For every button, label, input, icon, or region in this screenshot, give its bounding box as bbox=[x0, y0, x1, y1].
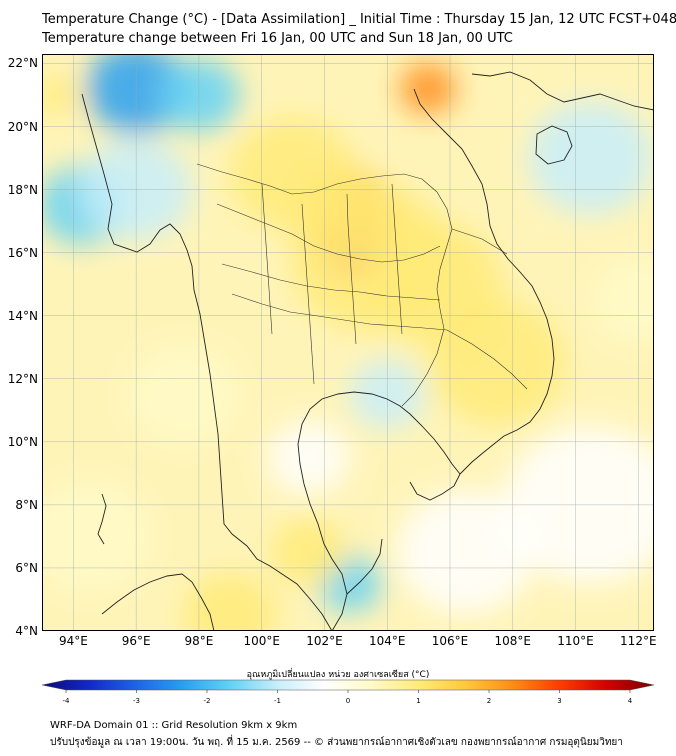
lon-label: 94°E bbox=[58, 634, 88, 648]
field-blob bbox=[230, 117, 356, 231]
field-blob bbox=[428, 300, 567, 426]
field-blob bbox=[528, 101, 654, 215]
coastline-myanmar-west bbox=[81, 93, 333, 631]
colorbar-tick-label: 3 bbox=[557, 697, 562, 705]
lon-label: 110°E bbox=[557, 634, 594, 648]
coastline-andaman bbox=[97, 493, 107, 545]
province-borders bbox=[196, 163, 528, 407]
coastlines bbox=[81, 71, 654, 631]
field-blob bbox=[396, 490, 535, 615]
lon-label: 108°E bbox=[494, 634, 532, 648]
colorbar-title: อุณหภูมิเปลี่ยนแปลง หน่วย องศาเซลเซียส (… bbox=[246, 670, 430, 680]
colorbar-tick-label: -4 bbox=[62, 697, 70, 705]
field-blob bbox=[183, 572, 278, 631]
coastline-china-south bbox=[471, 71, 654, 111]
coastline-mekong-delta bbox=[409, 473, 461, 501]
lon-label: 106°E bbox=[431, 634, 469, 648]
lat-label: 12°N bbox=[7, 371, 38, 386]
lat-label: 10°N bbox=[7, 434, 38, 449]
lat-label: 14°N bbox=[7, 308, 38, 323]
lat-label: 18°N bbox=[7, 182, 38, 197]
colorbar-tick-label: -2 bbox=[203, 697, 211, 705]
coastline-hainan bbox=[535, 125, 573, 165]
lat-label: 16°N bbox=[7, 245, 38, 260]
colorbar-tick-label: 1 bbox=[416, 697, 421, 705]
field-blob bbox=[399, 63, 457, 115]
colorbar-tick-label: 2 bbox=[486, 697, 492, 705]
field-blob bbox=[42, 479, 152, 593]
colorbar-bar bbox=[41, 679, 655, 691]
lat-label: 6°N bbox=[15, 560, 38, 575]
field-blob bbox=[267, 420, 350, 495]
field-blob bbox=[42, 75, 80, 115]
lat-label: 20°N bbox=[7, 119, 38, 134]
map-area[interactable] bbox=[42, 54, 654, 631]
lat-label: 4°N bbox=[15, 624, 38, 638]
footer-model-info: WRF-DA Domain 01 :: Grid Resolution 9km … bbox=[50, 720, 298, 731]
lat-label: 8°N bbox=[15, 497, 38, 512]
lon-label: 104°E bbox=[368, 634, 406, 648]
colorbar-tick-label: -1 bbox=[274, 697, 281, 705]
coastline-gulf-thailand bbox=[297, 391, 461, 631]
lon-label: 98°E bbox=[184, 634, 214, 648]
lon-label: 102°E bbox=[306, 634, 343, 648]
lat-lon-gridlines bbox=[42, 54, 654, 631]
colorbar-tick-label: 4 bbox=[627, 697, 633, 705]
colorbar bbox=[41, 679, 655, 693]
lon-label: 96°E bbox=[121, 634, 151, 648]
lon-label: 100°E bbox=[243, 634, 280, 648]
field-blob bbox=[126, 343, 240, 446]
map-title: Temperature Change (°C) - [Data Assimila… bbox=[42, 12, 676, 27]
coastline-sumatra bbox=[101, 573, 215, 631]
temperature-map bbox=[42, 54, 654, 631]
field-blob bbox=[271, 518, 347, 587]
colorbar-tick-marks bbox=[65, 690, 631, 693]
lon-label: 112°E bbox=[620, 634, 657, 648]
map-frame bbox=[42, 54, 654, 631]
footer-credit: ปรับปรุงข้อมูล ณ เวลา 19:00น. วัน พฤ. ที… bbox=[50, 737, 623, 748]
colorbar-tick-label: -3 bbox=[133, 697, 140, 705]
colorbar-tick-label: 0 bbox=[345, 697, 351, 705]
coastline-malaysia-east bbox=[346, 538, 383, 595]
lat-label: 22°N bbox=[7, 56, 38, 71]
coastline-vietnam bbox=[413, 88, 555, 475]
map-subtitle: Temperature change between Fri 16 Jan, 0… bbox=[42, 31, 513, 46]
